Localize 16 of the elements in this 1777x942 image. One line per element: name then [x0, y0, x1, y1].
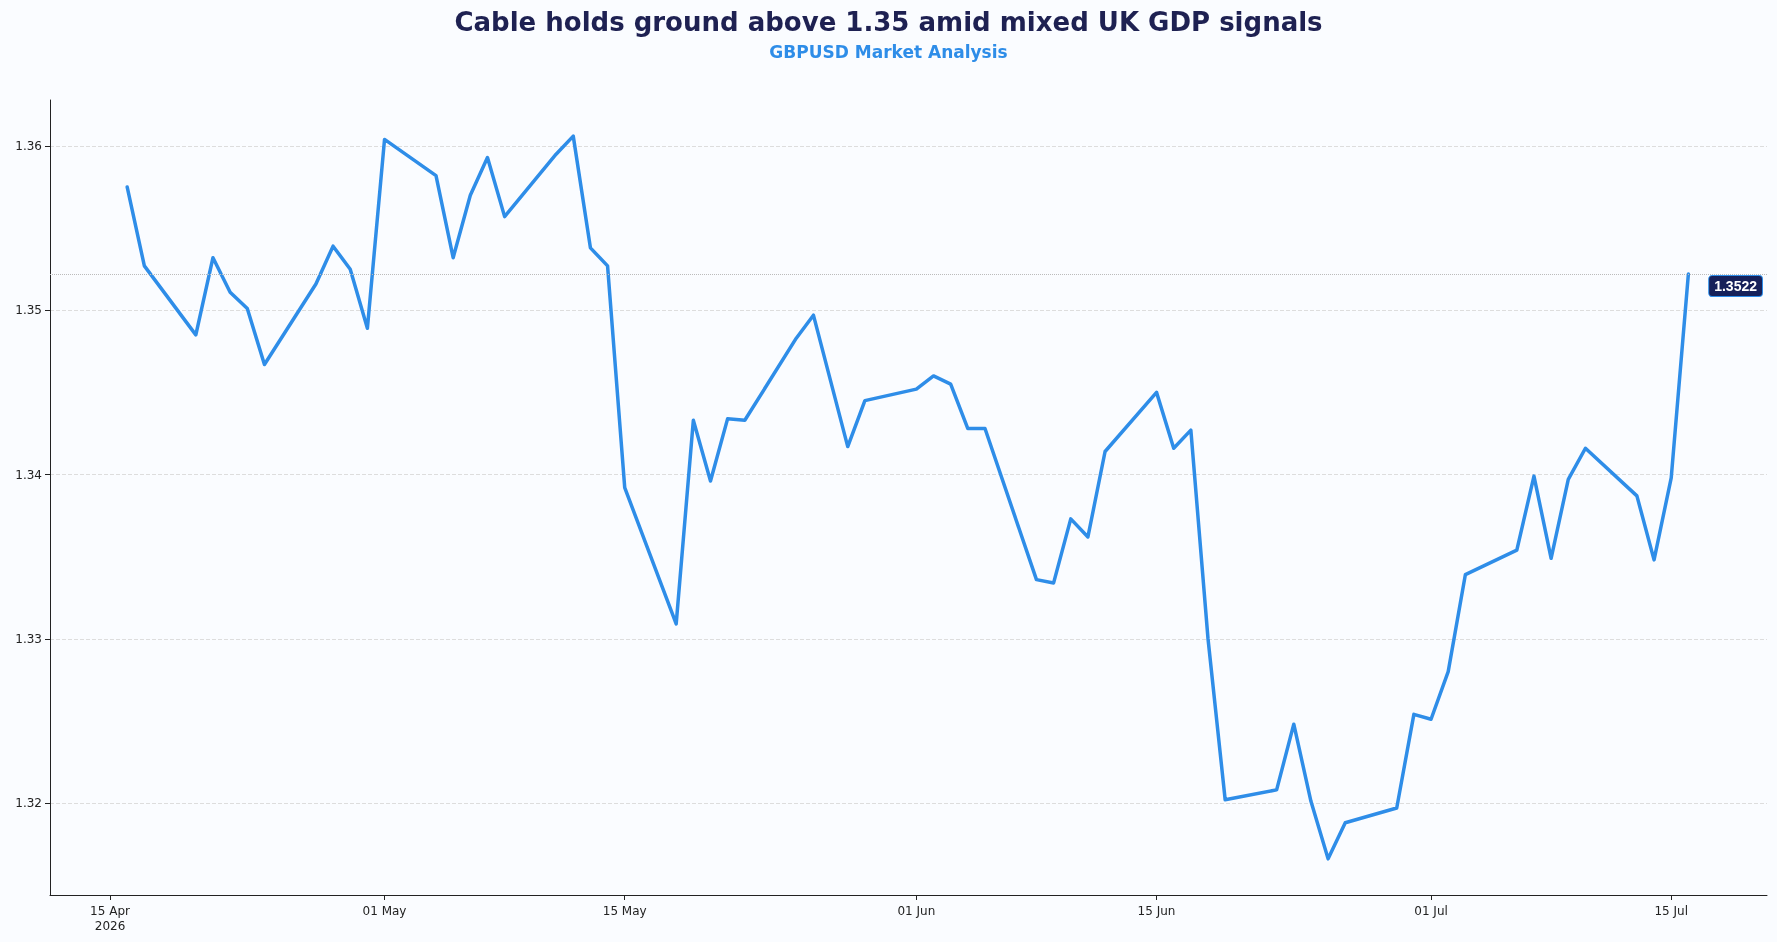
- chart-title: Cable holds ground above 1.35 amid mixed UK GDP signals: [454, 7, 1323, 37]
- y-tick-label: 1.36: [15, 138, 42, 153]
- line-series: [125, 134, 1691, 861]
- x-tick-label: 15 Apr 2026: [90, 903, 131, 933]
- y-tick-label: 1.33: [15, 631, 42, 646]
- x-tick-label: 01 Jun: [897, 903, 936, 918]
- x-tick-label: 15 Jul: [1654, 903, 1688, 918]
- ref-line-label: 1.3522: [1714, 278, 1758, 295]
- y-tick-label: 1.34: [15, 467, 42, 482]
- x-tick-label: 15 Jun: [1137, 903, 1176, 918]
- x-tick-label: 01 May: [362, 903, 407, 918]
- chart-subtitle: GBPUSD Market Analysis: [769, 41, 1008, 62]
- y-tick-label: 1.32: [15, 796, 42, 811]
- y-tick-label: 1.35: [15, 303, 42, 318]
- x-tick-label: 15 May: [602, 903, 647, 918]
- x-tick-label: 01 Jul: [1414, 903, 1448, 918]
